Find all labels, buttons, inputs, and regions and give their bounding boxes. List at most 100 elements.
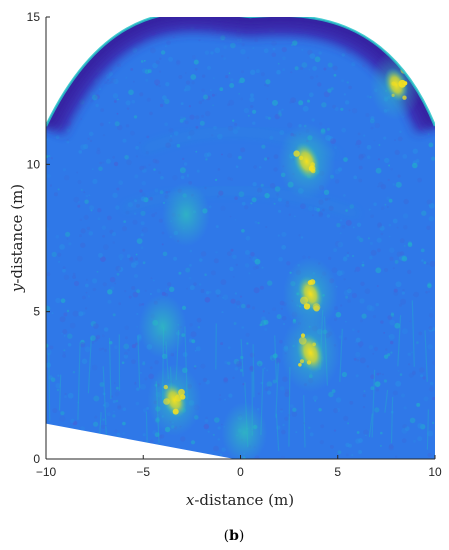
texture-speckle (367, 237, 370, 240)
texture-speckle (241, 326, 244, 329)
texture-speckle (214, 93, 218, 96)
texture-speckle (158, 171, 161, 174)
texture-speckle (140, 233, 144, 237)
texture-speckle (427, 430, 434, 437)
texture-speckle (387, 206, 389, 208)
texture-speckle (191, 81, 195, 85)
texture-speckle (212, 77, 215, 80)
texture-speckle (420, 248, 425, 253)
texture-speckle (115, 265, 121, 272)
texture-speckle (229, 266, 234, 272)
texture-speckle (74, 450, 79, 455)
texture-speckle (390, 168, 393, 171)
texture-speckle (373, 139, 376, 142)
texture-speckle (219, 87, 224, 92)
texture-speckle (388, 223, 392, 227)
texture-speckle (140, 246, 144, 250)
texture-speckle (131, 286, 136, 290)
texture-speckle (352, 328, 355, 332)
texture-speckle (189, 285, 195, 291)
texture-speckle (307, 99, 310, 103)
texture-speckle (91, 341, 95, 344)
texture-speckle (394, 322, 401, 329)
texture-speckle (205, 416, 208, 420)
texture-speckle (252, 121, 256, 125)
texture-speckle (356, 139, 362, 146)
hot-spot (384, 67, 409, 102)
texture-speckle (370, 249, 377, 256)
texture-speckle (56, 388, 60, 392)
texture-speckle (240, 70, 244, 74)
texture-speckle (286, 261, 291, 266)
texture-speckle (146, 135, 150, 139)
caption-open: ( (224, 528, 229, 544)
texture-speckle (161, 243, 164, 246)
texture-speckle (327, 88, 332, 93)
texture-speckle (333, 73, 337, 77)
texture-speckle (309, 432, 314, 437)
texture-speckle (140, 60, 144, 63)
texture-speckle (361, 313, 367, 319)
texture-speckle (215, 289, 221, 295)
texture-speckle (426, 30, 432, 36)
texture-speckle (404, 245, 406, 247)
texture-speckle (123, 343, 130, 350)
texture-speckle (351, 254, 355, 258)
hot-spot-speck (163, 384, 168, 390)
texture-speckle (255, 265, 259, 269)
texture-speckle (180, 116, 184, 120)
texture-speckle (379, 225, 385, 231)
texture-speckle (414, 55, 417, 59)
texture-speckle (83, 143, 89, 150)
texture-speckle (409, 417, 416, 424)
texture-speckle (232, 275, 235, 278)
texture-speckle (148, 373, 154, 380)
texture-speckle (266, 84, 269, 88)
texture-speckle (327, 197, 331, 201)
texture-speckle (260, 72, 265, 77)
texture-speckle (115, 205, 120, 210)
texture-speckle (377, 185, 380, 188)
texture-speckle (213, 258, 219, 264)
texture-speckle (249, 365, 255, 371)
x-tick-label: −10 (36, 465, 57, 479)
hot-spot-speck (300, 333, 306, 338)
texture-speckle (55, 234, 60, 239)
texture-arc (123, 189, 358, 216)
texture-speckle (369, 256, 373, 260)
texture-speckle (68, 242, 72, 246)
texture-speckle (49, 345, 54, 350)
texture-speckle (149, 111, 153, 116)
texture-speckle (74, 46, 78, 50)
texture-speckle (413, 439, 416, 443)
texture-speckle (379, 444, 382, 447)
texture-speckle (62, 168, 67, 172)
texture-speckle (139, 142, 141, 144)
texture-speckle (96, 150, 101, 155)
texture-speckle (380, 232, 384, 236)
texture-speckle (328, 256, 332, 260)
texture-speckle (176, 452, 179, 454)
texture-speckle (217, 133, 223, 140)
texture-speckle (358, 153, 364, 159)
texture-speckle (314, 400, 317, 402)
texture-speckle (107, 289, 113, 295)
texture-speckle (397, 174, 401, 178)
texture-speckle (330, 445, 334, 449)
texture-speckle (189, 323, 193, 327)
texture-speckle (345, 295, 349, 299)
texture-speckle (92, 278, 98, 284)
texture-speckle (73, 196, 80, 203)
texture-speckle (70, 418, 75, 424)
texture-speckle (375, 302, 379, 307)
texture-speckle (364, 288, 371, 295)
texture-speckle (347, 288, 352, 294)
texture-speckle (281, 429, 286, 435)
texture-speckle (427, 133, 430, 135)
texture-speckle (214, 417, 220, 423)
texture-speckle (326, 127, 330, 131)
texture-speckle (113, 382, 116, 384)
texture-speckle (91, 94, 98, 101)
texture-speckle (415, 158, 420, 163)
texture-speckle (366, 304, 373, 311)
